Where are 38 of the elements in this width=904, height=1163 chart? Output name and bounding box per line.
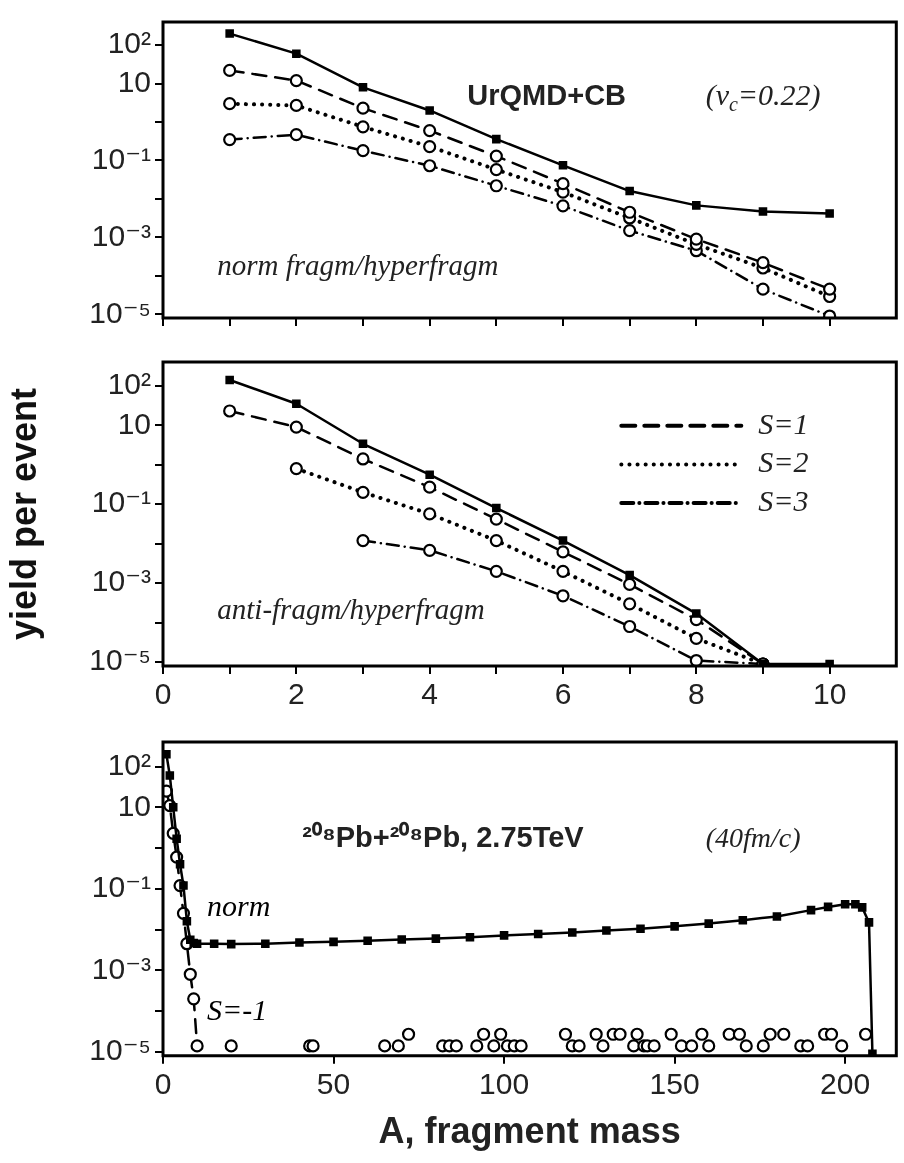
- x-tick-label: 6: [554, 677, 572, 711]
- x-tick-label: 8: [687, 677, 705, 711]
- legend-label: S=3: [758, 483, 809, 517]
- y-tick-label: 10⁻³: [91, 564, 151, 598]
- y-tick-label: 10⁻¹: [91, 141, 151, 175]
- annotation: (40fm/c): [705, 821, 801, 853]
- y-tick-label: 10⁻¹: [91, 485, 151, 519]
- x-axis-title: A, fragment mass: [378, 1110, 681, 1152]
- series-label: S=-1: [207, 992, 268, 1026]
- y-tick-label: 10: [117, 64, 151, 98]
- x-tick-label: 10: [812, 677, 847, 711]
- y-tick-label: 10²: [107, 367, 152, 401]
- y-tick-label: 10: [117, 406, 151, 440]
- legend-label: S=2: [758, 445, 809, 479]
- y-tick-label: 10⁻³: [91, 218, 151, 252]
- x-tick-label: 0: [154, 1067, 172, 1101]
- y-tick-label: 10⁻⁵: [89, 295, 151, 329]
- x-tick-label: 150: [649, 1067, 700, 1101]
- y-axis-title: yield per event: [2, 387, 44, 641]
- x-tick-label: 2: [287, 677, 305, 711]
- y-tick-label: 10²: [107, 26, 152, 60]
- y-tick-label: 10: [117, 788, 151, 822]
- y-tick-label: 10⁻⁵: [89, 1033, 151, 1067]
- annotation: anti-fragm/hyperfragm: [217, 592, 485, 625]
- series-label: norm: [207, 889, 271, 923]
- x-tick-label: 0: [154, 677, 172, 711]
- y-tick-label: 10⁻¹: [91, 870, 151, 904]
- x-tick-label: 4: [421, 677, 438, 711]
- y-tick-label: 10⁻³: [91, 951, 151, 985]
- y-tick-label: 10⁻⁵: [89, 643, 151, 677]
- x-tick-label: 50: [316, 1067, 351, 1101]
- legend-label: S=1: [758, 406, 809, 440]
- annotation: norm fragm/hyperfragm: [217, 249, 499, 282]
- annotation: ²⁰⁸Pb+²⁰⁸Pb, 2.75TeV: [302, 821, 585, 854]
- annotation: UrQMD+CB: [467, 79, 627, 112]
- x-tick-label: 100: [479, 1067, 530, 1101]
- x-tick-label: 200: [820, 1067, 871, 1101]
- y-tick-label: 10²: [107, 747, 152, 781]
